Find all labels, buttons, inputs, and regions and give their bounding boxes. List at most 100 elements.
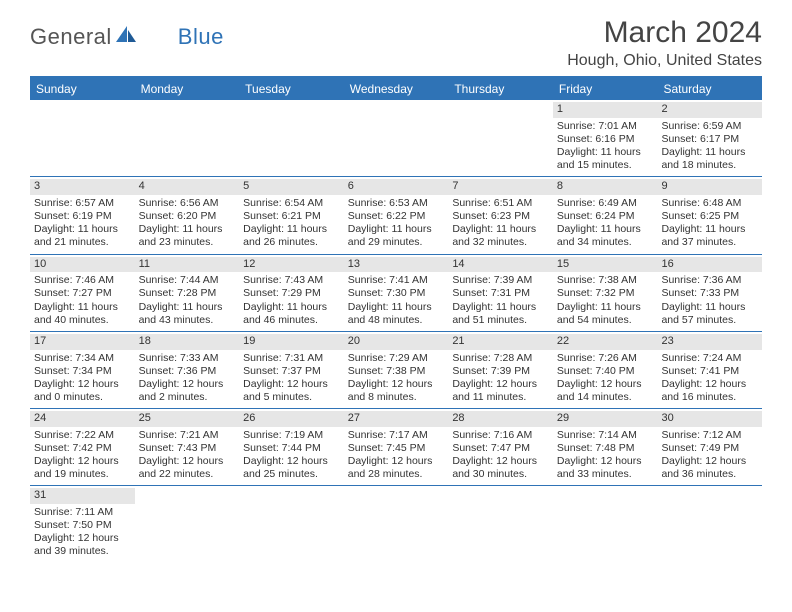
day-cell: 19Sunrise: 7:31 AMSunset: 7:37 PMDayligh… [239, 332, 344, 408]
week-row: 1Sunrise: 7:01 AMSunset: 6:16 PMDaylight… [30, 100, 762, 177]
sunrise-text: Sunrise: 7:24 AM [661, 352, 758, 365]
daylight-text: Daylight: 11 hours and 34 minutes. [557, 223, 654, 249]
daylight-text: Daylight: 11 hours and 21 minutes. [34, 223, 131, 249]
sunset-text: Sunset: 7:42 PM [34, 442, 131, 455]
daylight-text: Daylight: 11 hours and 37 minutes. [661, 223, 758, 249]
daylight-text: Daylight: 12 hours and 19 minutes. [34, 455, 131, 481]
daylight-text: Daylight: 12 hours and 11 minutes. [452, 378, 549, 404]
sunset-text: Sunset: 6:22 PM [348, 210, 445, 223]
dow-cell: Wednesday [344, 78, 449, 100]
sunrise-text: Sunrise: 7:22 AM [34, 429, 131, 442]
daylight-text: Daylight: 12 hours and 0 minutes. [34, 378, 131, 404]
sunset-text: Sunset: 7:32 PM [557, 287, 654, 300]
day-number: 31 [30, 488, 135, 504]
day-number: 25 [135, 411, 240, 427]
daylight-text: Daylight: 11 hours and 54 minutes. [557, 301, 654, 327]
sunset-text: Sunset: 7:41 PM [661, 365, 758, 378]
daylight-text: Daylight: 12 hours and 5 minutes. [243, 378, 340, 404]
sunset-text: Sunset: 7:47 PM [452, 442, 549, 455]
daylight-text: Daylight: 12 hours and 8 minutes. [348, 378, 445, 404]
sunrise-text: Sunrise: 7:11 AM [34, 506, 131, 519]
dow-cell: Sunday [30, 78, 135, 100]
day-cell: 12Sunrise: 7:43 AMSunset: 7:29 PMDayligh… [239, 255, 344, 331]
sunrise-text: Sunrise: 7:21 AM [139, 429, 236, 442]
sunrise-text: Sunrise: 7:19 AM [243, 429, 340, 442]
day-cell: 15Sunrise: 7:38 AMSunset: 7:32 PMDayligh… [553, 255, 658, 331]
logo-sail-icon [116, 26, 136, 49]
day-cell: 8Sunrise: 6:49 AMSunset: 6:24 PMDaylight… [553, 177, 658, 253]
daylight-text: Daylight: 11 hours and 40 minutes. [34, 301, 131, 327]
day-number [448, 488, 553, 504]
day-cell: 3Sunrise: 6:57 AMSunset: 6:19 PMDaylight… [30, 177, 135, 253]
day-cell: 26Sunrise: 7:19 AMSunset: 7:44 PMDayligh… [239, 409, 344, 485]
sunset-text: Sunset: 7:50 PM [34, 519, 131, 532]
day-number: 16 [657, 257, 762, 273]
sunrise-text: Sunrise: 7:01 AM [557, 120, 654, 133]
logo-text-2: Blue [178, 24, 224, 50]
day-number [135, 102, 240, 118]
day-number: 22 [553, 334, 658, 350]
sunrise-text: Sunrise: 7:43 AM [243, 274, 340, 287]
day-number [553, 488, 658, 504]
day-cell: 29Sunrise: 7:14 AMSunset: 7:48 PMDayligh… [553, 409, 658, 485]
calendar-grid: SundayMondayTuesdayWednesdayThursdayFrid… [30, 76, 762, 563]
day-number [344, 102, 449, 118]
day-cell: 14Sunrise: 7:39 AMSunset: 7:31 PMDayligh… [448, 255, 553, 331]
sunrise-text: Sunrise: 7:39 AM [452, 274, 549, 287]
day-number: 27 [344, 411, 449, 427]
sunrise-text: Sunrise: 7:28 AM [452, 352, 549, 365]
sunset-text: Sunset: 7:31 PM [452, 287, 549, 300]
day-cell [657, 486, 762, 562]
day-number: 3 [30, 179, 135, 195]
sunset-text: Sunset: 7:29 PM [243, 287, 340, 300]
day-cell: 11Sunrise: 7:44 AMSunset: 7:28 PMDayligh… [135, 255, 240, 331]
dow-cell: Saturday [657, 78, 762, 100]
day-number [344, 488, 449, 504]
dow-cell: Thursday [448, 78, 553, 100]
day-number: 11 [135, 257, 240, 273]
sunset-text: Sunset: 7:38 PM [348, 365, 445, 378]
day-number [239, 102, 344, 118]
sunrise-text: Sunrise: 6:56 AM [139, 197, 236, 210]
day-cell [448, 486, 553, 562]
sunrise-text: Sunrise: 7:12 AM [661, 429, 758, 442]
sunset-text: Sunset: 7:39 PM [452, 365, 549, 378]
day-number: 26 [239, 411, 344, 427]
day-cell: 2Sunrise: 6:59 AMSunset: 6:17 PMDaylight… [657, 100, 762, 176]
day-number: 17 [30, 334, 135, 350]
month-title: March 2024 [567, 16, 762, 50]
day-number: 9 [657, 179, 762, 195]
sunrise-text: Sunrise: 7:41 AM [348, 274, 445, 287]
daylight-text: Daylight: 11 hours and 51 minutes. [452, 301, 549, 327]
day-cell: 7Sunrise: 6:51 AMSunset: 6:23 PMDaylight… [448, 177, 553, 253]
sunrise-text: Sunrise: 7:38 AM [557, 274, 654, 287]
week-row: 3Sunrise: 6:57 AMSunset: 6:19 PMDaylight… [30, 177, 762, 254]
day-number: 10 [30, 257, 135, 273]
day-cell: 6Sunrise: 6:53 AMSunset: 6:22 PMDaylight… [344, 177, 449, 253]
sunrise-text: Sunrise: 6:59 AM [661, 120, 758, 133]
day-cell: 30Sunrise: 7:12 AMSunset: 7:49 PMDayligh… [657, 409, 762, 485]
sunrise-text: Sunrise: 7:33 AM [139, 352, 236, 365]
week-row: 17Sunrise: 7:34 AMSunset: 7:34 PMDayligh… [30, 332, 762, 409]
daylight-text: Daylight: 11 hours and 48 minutes. [348, 301, 445, 327]
sunset-text: Sunset: 6:23 PM [452, 210, 549, 223]
day-cell: 17Sunrise: 7:34 AMSunset: 7:34 PMDayligh… [30, 332, 135, 408]
day-cell [553, 486, 658, 562]
day-cell [239, 486, 344, 562]
sunrise-text: Sunrise: 7:26 AM [557, 352, 654, 365]
day-number: 5 [239, 179, 344, 195]
sunset-text: Sunset: 7:36 PM [139, 365, 236, 378]
day-number [448, 102, 553, 118]
day-number: 13 [344, 257, 449, 273]
sunset-text: Sunset: 6:19 PM [34, 210, 131, 223]
daylight-text: Daylight: 11 hours and 15 minutes. [557, 146, 654, 172]
day-number: 1 [553, 102, 658, 118]
sunrise-text: Sunrise: 6:53 AM [348, 197, 445, 210]
day-cell: 9Sunrise: 6:48 AMSunset: 6:25 PMDaylight… [657, 177, 762, 253]
logo: General Blue [30, 24, 224, 50]
day-number: 15 [553, 257, 658, 273]
week-row: 31Sunrise: 7:11 AMSunset: 7:50 PMDayligh… [30, 486, 762, 562]
day-cell: 28Sunrise: 7:16 AMSunset: 7:47 PMDayligh… [448, 409, 553, 485]
sunrise-text: Sunrise: 7:17 AM [348, 429, 445, 442]
day-of-week-row: SundayMondayTuesdayWednesdayThursdayFrid… [30, 78, 762, 100]
